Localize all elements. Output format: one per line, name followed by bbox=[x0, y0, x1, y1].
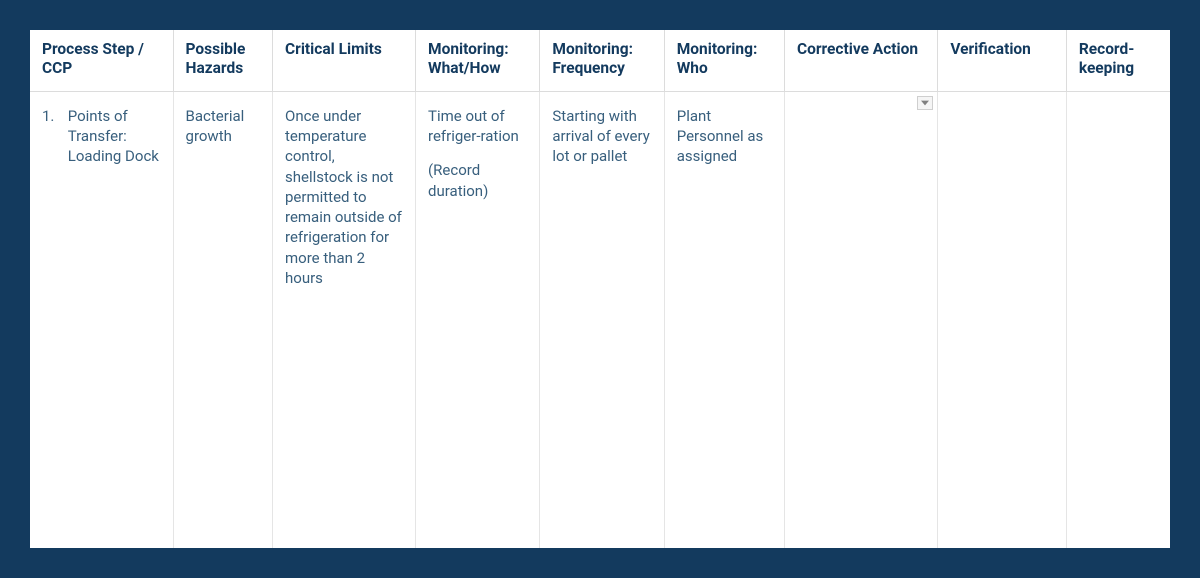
monitor-what-line1: Time out of refriger-ration bbox=[428, 106, 529, 147]
step-number: 1. bbox=[42, 106, 60, 126]
col-possible-hazards: Possible Hazards bbox=[173, 30, 272, 91]
col-monitoring-freq: Monitoring: Frequency bbox=[540, 30, 664, 91]
col-verification: Verification bbox=[938, 30, 1067, 91]
col-monitoring-who: Monitoring: Who bbox=[664, 30, 784, 91]
cell-record-keeping bbox=[1066, 91, 1170, 548]
table-row: 1. Points of Transfer: Loading Dock Bact… bbox=[30, 91, 1170, 548]
haccp-table-frame: Process Step / CCP Possible Hazards Crit… bbox=[0, 0, 1200, 578]
cell-critical-limits: Once under temperature control, shellsto… bbox=[273, 91, 416, 548]
monitor-what-line2: (Record duration) bbox=[428, 160, 529, 201]
cell-monitor-who: Plant Personnel as assigned bbox=[664, 91, 784, 548]
col-process-step: Process Step / CCP bbox=[30, 30, 173, 91]
cell-process-step: 1. Points of Transfer: Loading Dock bbox=[30, 91, 173, 548]
cell-corrective-action bbox=[784, 91, 937, 548]
col-critical-limits: Critical Limits bbox=[273, 30, 416, 91]
header-row: Process Step / CCP Possible Hazards Crit… bbox=[30, 30, 1170, 91]
chevron-down-icon bbox=[921, 100, 929, 106]
cell-verification bbox=[938, 91, 1067, 548]
step-text: Points of Transfer: Loading Dock bbox=[64, 106, 163, 167]
cell-monitor-freq: Starting with arrival of every lot or pa… bbox=[540, 91, 664, 548]
cell-hazards: Bacterial growth bbox=[173, 91, 272, 548]
cell-monitor-what: Time out of refriger-ration (Record dura… bbox=[416, 91, 540, 548]
cell-dropdown-toggle[interactable] bbox=[917, 96, 933, 110]
col-record-keeping: Record-keeping bbox=[1066, 30, 1170, 91]
col-corrective-action: Corrective Action bbox=[784, 30, 937, 91]
haccp-table: Process Step / CCP Possible Hazards Crit… bbox=[30, 30, 1170, 548]
col-monitoring-what: Monitoring: What/How bbox=[416, 30, 540, 91]
